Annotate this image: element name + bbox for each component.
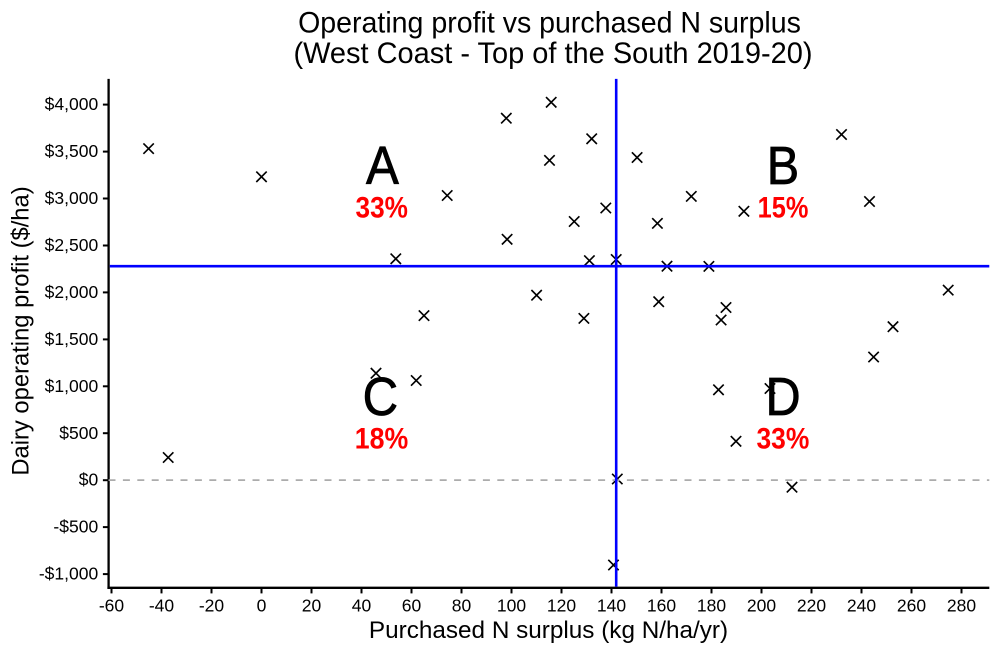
svg-text:-20: -20 <box>199 596 225 616</box>
svg-text:$3,000: $3,000 <box>45 188 99 208</box>
svg-text:-$500: -$500 <box>53 517 98 537</box>
svg-text:Operating profit vs purchased: Operating profit vs purchased N surplus <box>298 6 801 40</box>
svg-text:-60: -60 <box>99 596 125 616</box>
svg-text:Dairy operating profit ($/ha): Dairy operating profit ($/ha) <box>7 186 34 475</box>
svg-text:$2,500: $2,500 <box>45 235 99 255</box>
svg-text:260: 260 <box>897 596 926 616</box>
svg-text:B: B <box>767 135 799 196</box>
svg-text:33%: 33% <box>756 421 809 455</box>
svg-text:$1,000: $1,000 <box>45 376 99 396</box>
svg-text:180: 180 <box>697 596 726 616</box>
svg-text:-40: -40 <box>149 596 175 616</box>
svg-text:20: 20 <box>302 596 322 616</box>
svg-text:$500: $500 <box>59 423 98 443</box>
svg-text:(West Coast - Top of the South: (West Coast - Top of the South 2019-20) <box>293 37 812 71</box>
svg-text:240: 240 <box>847 596 876 616</box>
svg-text:A: A <box>366 135 399 196</box>
svg-text:220: 220 <box>797 596 826 616</box>
svg-text:$1,500: $1,500 <box>45 329 99 349</box>
svg-text:120: 120 <box>547 596 576 616</box>
svg-text:-$1,000: -$1,000 <box>39 564 99 584</box>
svg-text:Purchased N surplus (kg N/ha/y: Purchased N surplus (kg N/ha/yr) <box>369 617 728 644</box>
svg-text:0: 0 <box>257 596 267 616</box>
svg-text:140: 140 <box>597 596 626 616</box>
svg-text:100: 100 <box>497 596 526 616</box>
svg-text:$2,000: $2,000 <box>45 282 99 302</box>
svg-text:D: D <box>765 365 800 426</box>
svg-text:$3,500: $3,500 <box>45 141 99 161</box>
svg-text:160: 160 <box>647 596 676 616</box>
svg-text:40: 40 <box>352 596 372 616</box>
svg-text:$4,000: $4,000 <box>45 94 99 114</box>
svg-text:280: 280 <box>947 596 976 616</box>
svg-text:80: 80 <box>452 596 472 616</box>
svg-text:$0: $0 <box>79 470 99 490</box>
svg-text:60: 60 <box>402 596 422 616</box>
svg-text:200: 200 <box>747 596 776 616</box>
svg-text:33%: 33% <box>356 191 408 224</box>
svg-text:15%: 15% <box>758 190 809 223</box>
svg-text:C: C <box>363 366 398 427</box>
svg-text:18%: 18% <box>355 422 408 456</box>
